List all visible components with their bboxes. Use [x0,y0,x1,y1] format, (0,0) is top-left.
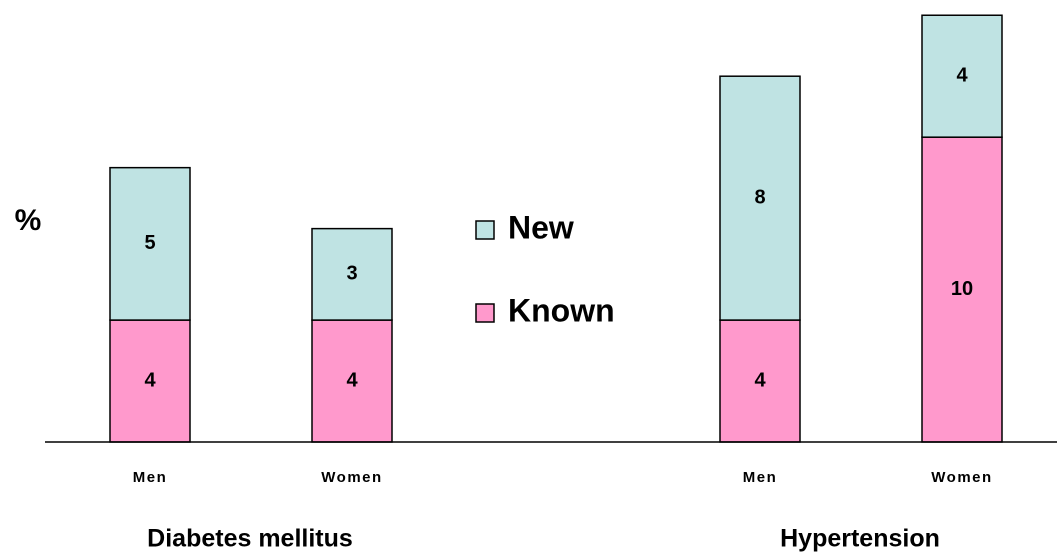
legend-label: New [508,209,574,245]
x-tick-label: Women [931,469,992,486]
legend-label: Known [508,292,615,328]
bar-segment [109,166,191,321]
x-tick-label: Men [743,469,778,486]
value-label: 4 [346,369,358,391]
value-label: 4 [956,64,968,86]
value-label: 10 [951,278,973,300]
value-label: 4 [144,369,156,391]
bar-segment [921,14,1003,138]
group-label: Diabetes mellitus [147,525,353,553]
legend-swatch [475,303,495,323]
bar-segment [719,75,801,321]
group-label: Hypertension [780,525,940,553]
y-axis-label: % [15,204,42,237]
value-label: 8 [754,186,765,208]
value-label: 4 [754,369,766,391]
bar-segment [311,227,393,321]
legend-swatch [475,220,495,240]
value-label: 5 [144,232,155,254]
value-label: 3 [346,263,357,285]
x-tick-label: Women [321,469,382,486]
bar-segment [109,319,191,443]
x-tick-label: Men [133,469,168,486]
